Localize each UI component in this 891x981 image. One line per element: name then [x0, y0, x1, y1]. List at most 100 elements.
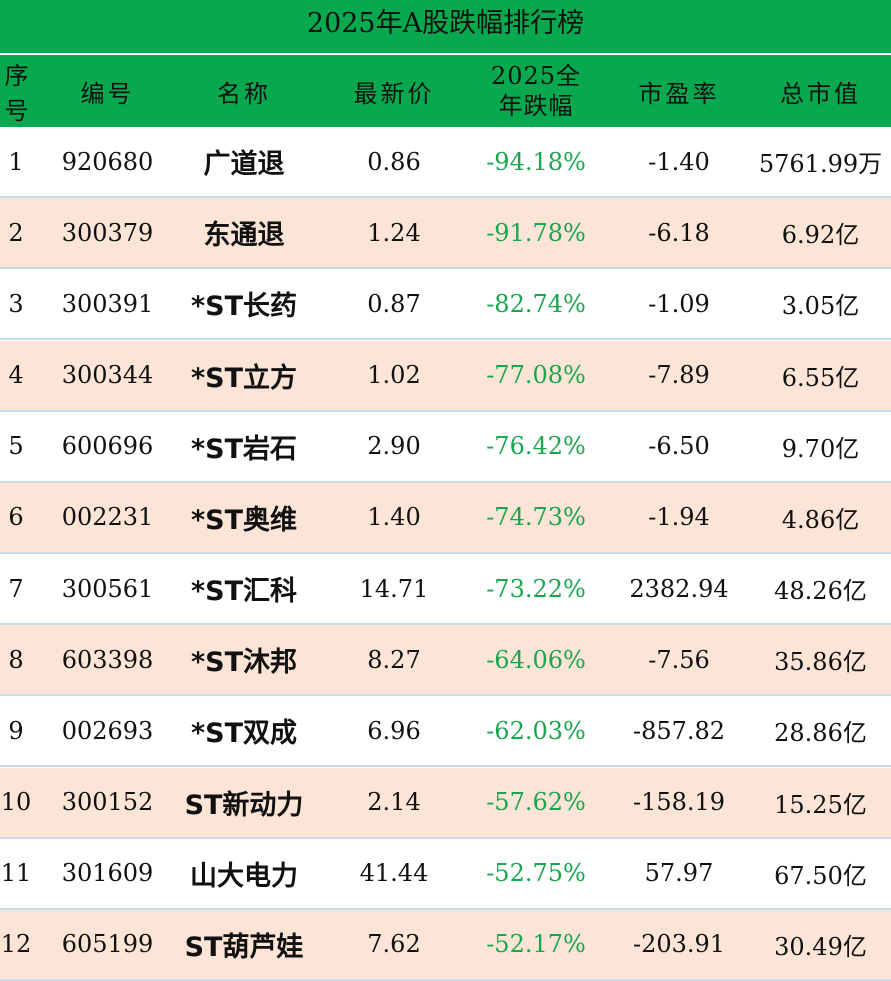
cell-price: 1.40 — [367, 503, 421, 532]
cell-pe-ratio: 2382.94 — [629, 574, 729, 603]
cell-code: 301609 — [61, 859, 154, 888]
cell-code: 300152 — [61, 788, 154, 817]
cell-code: 605199 — [61, 930, 154, 959]
table-row: 11 301609 山大电力 41.44 -52.75% 57.97 67.50亿 — [0, 838, 891, 910]
cell-price: 1.24 — [367, 218, 421, 247]
cell-stock-name: *ST长药 — [191, 291, 297, 323]
cell-price: 2.14 — [367, 788, 421, 817]
header-stock-name: 名称 — [217, 79, 271, 108]
cell-change: -94.18% — [486, 147, 586, 176]
cell-stock-name: ST葫芦娃 — [184, 931, 304, 963]
cell-stock-name: 广道退 — [203, 149, 285, 181]
cell-pe-ratio: -7.56 — [648, 645, 710, 674]
cell-stock-name: 东通退 — [203, 220, 285, 252]
header-market-cap: 总市值 — [780, 79, 861, 108]
table-row: 1 920680 广道退 0.86 -94.18% -1.40 5761.99万 — [0, 127, 891, 199]
cell-pe-ratio: -1.09 — [648, 289, 710, 318]
cell-code: 600696 — [61, 432, 154, 461]
table-row: 4 300344 *ST立方 1.02 -77.08% -7.89 6.55亿 — [0, 340, 891, 412]
cell-price: 0.86 — [367, 147, 421, 176]
table-row: 8 603398 *ST沐邦 8.27 -64.06% -7.56 35.86亿 — [0, 625, 891, 697]
cell-market-cap: 67.50亿 — [774, 861, 867, 890]
cell-rank: 8 — [8, 645, 24, 674]
cell-change: -52.75% — [486, 859, 586, 888]
table-row: 10 300152 ST新动力 2.14 -57.62% -158.19 15.25亿 — [0, 767, 891, 839]
cell-pe-ratio: -6.18 — [648, 218, 710, 247]
cell-rank: 9 — [8, 716, 24, 745]
table-row: 2 300379 东通退 1.24 -91.78% -6.18 6.92亿 — [0, 198, 891, 270]
title: 2025年A股跌幅排行榜 — [0, 0, 891, 55]
cell-rank: 6 — [8, 503, 24, 532]
table-row: 3 300391 *ST长药 0.87 -82.74% -1.09 3.05亿 — [0, 269, 891, 341]
cell-rank: 4 — [8, 361, 24, 390]
cell-market-cap: 28.86亿 — [774, 719, 867, 748]
cell-pe-ratio: -1.40 — [648, 147, 710, 176]
cell-rank: 1 — [8, 147, 24, 176]
cell-change: -64.06% — [486, 645, 586, 674]
header-price: 最新价 — [353, 79, 435, 108]
cell-pe-ratio: 57.97 — [644, 859, 714, 888]
cell-rank: 12 — [0, 930, 32, 959]
cell-code: 300561 — [61, 574, 154, 603]
cell-pe-ratio: -1.94 — [648, 503, 710, 532]
table-row: 5 600696 *ST岩石 2.90 -76.42% -6.50 9.70亿 — [0, 411, 891, 483]
cell-price: 6.96 — [367, 716, 421, 745]
header-code: 编号 — [80, 79, 135, 108]
cell-market-cap: 15.25亿 — [774, 790, 867, 819]
cell-market-cap: 4.86亿 — [781, 505, 860, 534]
cell-code: 300391 — [61, 289, 154, 318]
cell-rank: 5 — [8, 432, 24, 461]
cell-price: 1.02 — [367, 361, 421, 390]
header-rank: 序号 — [4, 62, 32, 125]
cell-market-cap: 9.70亿 — [781, 434, 860, 463]
table-row: 7 300561 *ST汇科 14.71 -73.22% 2382.94 48.26亿 — [0, 554, 891, 626]
cell-market-cap: 48.26亿 — [774, 577, 867, 606]
table-row: 6 002231 *ST奥维 1.40 -74.73% -1.94 4.86亿 — [0, 482, 891, 554]
cell-change: -91.78% — [486, 218, 586, 247]
cell-change: -82.74% — [486, 289, 586, 318]
cell-change: -74.73% — [486, 503, 586, 532]
cell-pe-ratio: -203.91 — [632, 930, 726, 959]
cell-price: 7.62 — [367, 930, 421, 959]
header-change: 2025全年跌幅 — [490, 62, 582, 120]
cell-rank: 2 — [8, 218, 24, 247]
cell-stock-name: ST新动力 — [184, 789, 304, 821]
cell-change: -62.03% — [486, 716, 586, 745]
cell-change: -57.62% — [486, 788, 586, 817]
cell-change: -77.08% — [486, 361, 586, 390]
cell-market-cap: 5761.99万 — [758, 150, 883, 179]
cell-change: -76.42% — [486, 432, 586, 461]
cell-market-cap: 6.55亿 — [781, 363, 860, 392]
header-pe-ratio: 市盈率 — [638, 79, 720, 108]
cell-pe-ratio: -7.89 — [648, 361, 710, 390]
cell-price: 2.90 — [367, 432, 421, 461]
cell-market-cap: 6.92亿 — [781, 221, 860, 250]
cell-change: -52.17% — [486, 930, 586, 959]
cell-code: 300379 — [61, 218, 154, 247]
cell-change: -73.22% — [486, 574, 586, 603]
cell-code: 002693 — [61, 716, 154, 745]
cell-stock-name: 山大电力 — [190, 860, 298, 892]
cell-pe-ratio: -857.82 — [632, 716, 726, 745]
cell-stock-name: *ST岩石 — [191, 433, 297, 465]
cell-code: 002231 — [61, 503, 154, 532]
cell-stock-name: *ST立方 — [191, 362, 297, 394]
cell-rank: 11 — [0, 859, 32, 888]
cell-stock-name: *ST双成 — [191, 718, 297, 750]
table-row: 12 605199 ST葫芦娃 7.62 -52.17% -203.91 30.49亿 — [0, 909, 891, 981]
cell-rank: 10 — [0, 788, 32, 817]
cell-code: 920680 — [61, 147, 154, 176]
cell-code: 300344 — [61, 361, 154, 390]
table-row: 9 002693 *ST双成 6.96 -62.03% -857.82 28.86亿 — [0, 696, 891, 768]
cell-pe-ratio: -158.19 — [632, 788, 726, 817]
cell-price: 14.71 — [359, 574, 429, 603]
cell-pe-ratio: -6.50 — [648, 432, 710, 461]
cell-market-cap: 30.49亿 — [774, 932, 867, 961]
cell-market-cap: 3.05亿 — [781, 292, 860, 321]
header-row: 序号 编号 名称 最新价 2025全年跌幅 市盈率 总市值 — [0, 55, 891, 127]
cell-market-cap: 35.86亿 — [774, 648, 867, 677]
cell-price: 41.44 — [359, 859, 429, 888]
cell-stock-name: *ST汇科 — [191, 576, 297, 608]
cell-stock-name: *ST奥维 — [191, 504, 297, 536]
